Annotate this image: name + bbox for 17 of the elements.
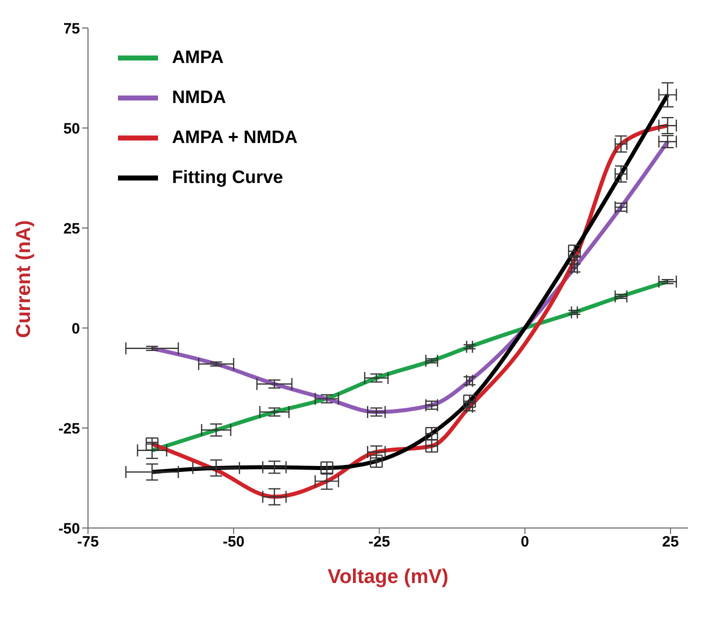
y-axis-title: Current (nA) xyxy=(13,220,36,338)
y-tick-label: -50 xyxy=(58,520,80,538)
y-tick-label: 75 xyxy=(63,20,80,38)
x-tick-label: -50 xyxy=(222,534,244,551)
y-tick-label: -25 xyxy=(58,420,80,438)
legend-label: NMDA xyxy=(172,86,226,107)
x-tick-label: 0 xyxy=(520,534,530,551)
y-tick-label: 25 xyxy=(63,220,80,238)
x-tick-label: -25 xyxy=(368,534,390,551)
x-tick-label: 25 xyxy=(662,534,679,551)
x-axis-title: Voltage (mV) xyxy=(328,566,448,588)
y-tick-label: 0 xyxy=(72,320,80,338)
legend-label: Fitting Curve xyxy=(172,166,283,187)
x-tick-label: -75 xyxy=(77,534,99,551)
legend-label: AMPA xyxy=(172,46,224,67)
legend-label: AMPA + NMDA xyxy=(172,126,298,147)
y-tick-label: 50 xyxy=(63,120,80,138)
